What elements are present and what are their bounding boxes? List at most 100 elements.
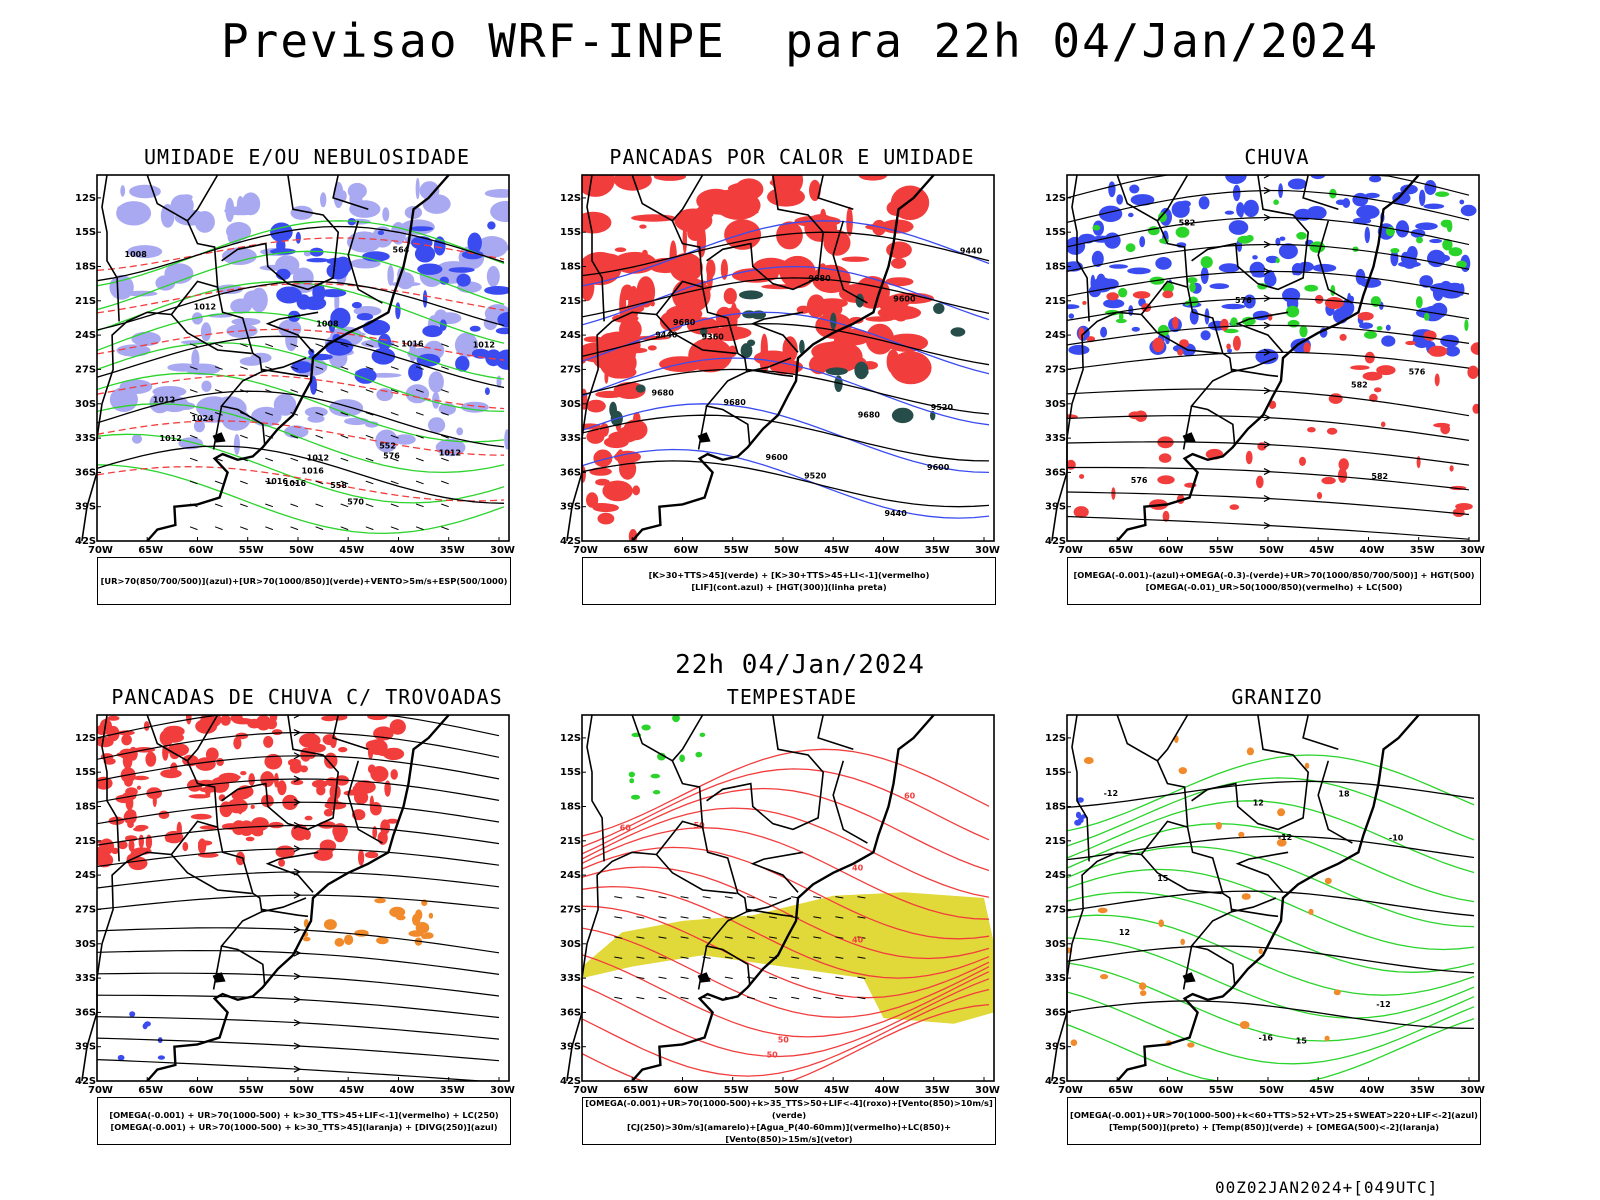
lat-tick-label: 42S bbox=[560, 1076, 581, 1087]
contour-label: 60 bbox=[620, 824, 632, 833]
lon-tick-label: 45W bbox=[339, 1085, 364, 1095]
field-blob bbox=[672, 715, 680, 723]
border-line bbox=[1156, 174, 1236, 447]
field-blob bbox=[269, 715, 278, 723]
panel-pancadas-calor: PANCADAS POR CALOR E UMIDADE 9680 9680 968… bbox=[560, 145, 1000, 630]
field-blob bbox=[1252, 255, 1258, 260]
rain-blue bbox=[1067, 175, 1477, 365]
wind-vector bbox=[857, 936, 866, 939]
lon-tick-label: 40W bbox=[1360, 545, 1385, 555]
wind-vector bbox=[365, 457, 374, 462]
border-line bbox=[832, 760, 868, 844]
wind-vector bbox=[365, 480, 374, 485]
wind-arrows bbox=[189, 343, 449, 531]
wind-vector bbox=[340, 503, 349, 508]
border-line bbox=[631, 174, 673, 222]
wind-vector bbox=[636, 976, 645, 979]
field-blob bbox=[699, 732, 706, 737]
field-blob bbox=[1445, 345, 1460, 357]
field-blob bbox=[1091, 250, 1104, 267]
field-blob bbox=[1276, 838, 1287, 847]
wind-vector bbox=[813, 956, 822, 959]
field-blob bbox=[631, 214, 676, 222]
wind-vector bbox=[265, 503, 274, 508]
field-blob bbox=[1303, 342, 1311, 354]
wind-vector bbox=[315, 480, 324, 485]
lon-tick-label: 40W bbox=[390, 1085, 415, 1095]
border-line bbox=[1140, 820, 1188, 855]
geography-outlines bbox=[1051, 174, 1420, 542]
field-blob bbox=[454, 332, 479, 358]
field-blob bbox=[1380, 421, 1386, 428]
field-blob bbox=[193, 419, 205, 433]
field-blob bbox=[1430, 302, 1448, 318]
contour-label: 15 bbox=[1296, 1036, 1308, 1045]
border-line bbox=[261, 368, 309, 378]
border-line bbox=[170, 820, 218, 855]
field-blob bbox=[1362, 371, 1383, 381]
border-line bbox=[750, 311, 804, 353]
wind-vector bbox=[340, 434, 349, 439]
wind-vector bbox=[636, 956, 645, 959]
field-blob bbox=[370, 802, 382, 816]
lat-tick-label: 39S bbox=[560, 1042, 581, 1053]
lon-tick-label: 65W bbox=[1108, 1085, 1133, 1095]
field-blob bbox=[1215, 821, 1222, 830]
wind-vector bbox=[636, 916, 645, 919]
run-stamp: 00Z02JAN2024+[049UTC] bbox=[1215, 1178, 1439, 1197]
field-blob bbox=[264, 753, 283, 770]
page-title: Previsao WRF-INPE para 22h 04/Jan/2024 bbox=[220, 14, 1380, 68]
border-line bbox=[101, 174, 120, 322]
field-blob bbox=[1287, 178, 1308, 190]
wind-vector bbox=[340, 480, 349, 485]
lon-tick-label: 55W bbox=[1209, 1085, 1234, 1095]
wind-vector bbox=[614, 936, 623, 939]
field-blob bbox=[233, 736, 242, 750]
contour-label: 9520 bbox=[804, 471, 827, 480]
lon-tick-label: 50W bbox=[774, 1085, 799, 1095]
wind-vector bbox=[746, 916, 755, 919]
field-blob bbox=[1455, 503, 1473, 511]
legend-box: [OMEGA(-0.001)-(azul)+OMEGA(-0.3)-(verde… bbox=[1067, 557, 1481, 605]
contour-line bbox=[97, 311, 505, 380]
wind-vector bbox=[441, 503, 449, 508]
contour-line bbox=[582, 807, 990, 898]
contour-label: 50 bbox=[778, 1035, 790, 1044]
field-blob bbox=[825, 367, 848, 376]
wind-vector bbox=[441, 457, 449, 462]
streamline bbox=[1067, 441, 1470, 466]
wind-vector bbox=[290, 457, 299, 462]
field-blob bbox=[220, 715, 231, 726]
wind-vector bbox=[835, 896, 844, 899]
wind-vector bbox=[702, 936, 711, 939]
field-blob bbox=[1273, 199, 1279, 205]
wind-vector bbox=[365, 503, 374, 508]
field-blob bbox=[235, 787, 251, 800]
contour-label: 15 bbox=[1157, 874, 1169, 883]
field-blob bbox=[1277, 808, 1286, 817]
lon-tick-label: 35W bbox=[440, 1085, 465, 1095]
border-line bbox=[817, 714, 854, 751]
contour-label: 12 bbox=[1119, 928, 1130, 937]
streamline-arrow bbox=[293, 798, 302, 806]
lagoon-shape bbox=[697, 432, 711, 443]
field-blob bbox=[236, 196, 244, 215]
streamline bbox=[1067, 466, 1470, 491]
border-line bbox=[1235, 311, 1289, 353]
field-blob bbox=[603, 436, 629, 449]
contour-line bbox=[97, 403, 505, 474]
lat-tick-label: 15S bbox=[75, 227, 96, 238]
lon-tick-label: 35W bbox=[1410, 545, 1435, 555]
field-blob bbox=[593, 353, 621, 370]
wind-vector bbox=[240, 480, 248, 485]
contour-label: 576 bbox=[1131, 476, 1148, 485]
lat-tick-label: 33S bbox=[1045, 433, 1066, 444]
field-blob bbox=[647, 345, 657, 351]
wind-vector bbox=[791, 976, 800, 979]
field-blob bbox=[696, 223, 706, 258]
contour-line bbox=[1067, 835, 1475, 861]
field-blob bbox=[233, 434, 240, 455]
field-blob bbox=[688, 337, 733, 373]
lagoon-shape bbox=[212, 432, 226, 443]
field-blob bbox=[486, 265, 500, 287]
